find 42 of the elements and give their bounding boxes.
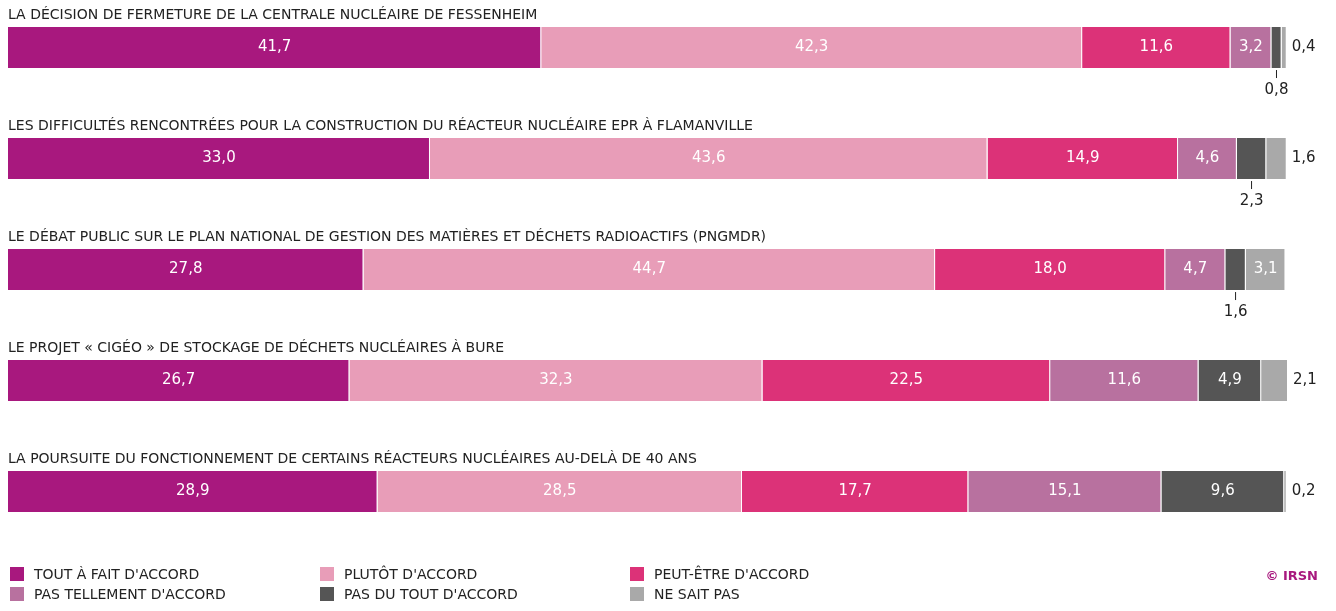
legend-label: PAS TELLEMENT D'ACCORD [34, 586, 226, 602]
y-tick-label: LE DÉBAT PUBLIC SUR LE PLAN NATIONAL DE GESTION DES MATIÈRES ET DÉCHETS RADIOACTIFS (PNGMDR) [8, 227, 767, 244]
data-label: 4,6 [1195, 148, 1220, 167]
data-label: 43,6 [692, 148, 726, 167]
data-label: 3,2 [1238, 37, 1263, 56]
data-label: 1,6 [1223, 301, 1248, 320]
data-label: 28,5 [543, 481, 577, 500]
data-label: 2,3 [1239, 190, 1264, 209]
data-label: 11,6 [1107, 370, 1142, 389]
legend-label: NE SAIT PAS [654, 586, 740, 602]
data-label: 27,8 [169, 259, 203, 278]
legend-label: PLUTÔT D'ACCORD [344, 566, 478, 582]
legend-label: PEUT-ÊTRE D'ACCORD [654, 566, 810, 582]
data-label: 2,1 [1293, 370, 1317, 389]
data-label: 26,7 [162, 370, 196, 389]
data-label: 28,9 [176, 481, 210, 500]
text: © IRSN [1265, 568, 1318, 583]
data-label: 41,7 [257, 37, 292, 56]
data-label: 33,0 [202, 148, 236, 167]
data-label: 4,7 [1183, 259, 1208, 278]
data-label: 0,4 [1291, 37, 1316, 56]
data-label: 3,1 [1253, 259, 1278, 278]
data-label: 18,0 [1033, 259, 1067, 278]
y-tick-label: LA DÉCISION DE FERMETURE DE LA CENTRALE NUCLÉAIRE DE FESSENHEIM [8, 5, 538, 22]
data-label: 0,2 [1291, 481, 1316, 500]
data-label: 9,6 [1210, 481, 1235, 500]
data-label: 42,3 [794, 37, 829, 56]
data-label: 22,5 [889, 370, 923, 389]
data-label: 17,7 [838, 481, 872, 500]
data-label: 32,3 [539, 370, 573, 389]
legend-label: TOUT À FAIT D'ACCORD [34, 566, 200, 582]
y-tick-label: LA POURSUITE DU FONCTIONNEMENT DE CERTAINS RÉACTEURS NUCLÉAIRES AU-DELÀ DE 40 ANS [8, 449, 697, 466]
y-tick-label: LES DIFFICULTÉS RENCONTRÉES POUR LA CONSTRUCTION DU RÉACTEUR NUCLÉAIRE EPR À FLAMANVILLE [8, 116, 753, 133]
data-label: 11,6 [1139, 37, 1173, 56]
data-label: 44,7 [632, 259, 666, 278]
data-label: 0,8 [1264, 79, 1289, 98]
y-tick-label: LE PROJET « CIGÉO » DE STOCKAGE DE DÉCHETS NUCLÉAIRES À BURE [8, 338, 505, 355]
data-label: 14,9 [1066, 148, 1100, 167]
data-label: 15,1 [1048, 481, 1082, 500]
legend-label: PAS DU TOUT D'ACCORD [344, 586, 518, 602]
data-label: 1,6 [1291, 148, 1316, 167]
data-label: 4,9 [1217, 370, 1242, 389]
